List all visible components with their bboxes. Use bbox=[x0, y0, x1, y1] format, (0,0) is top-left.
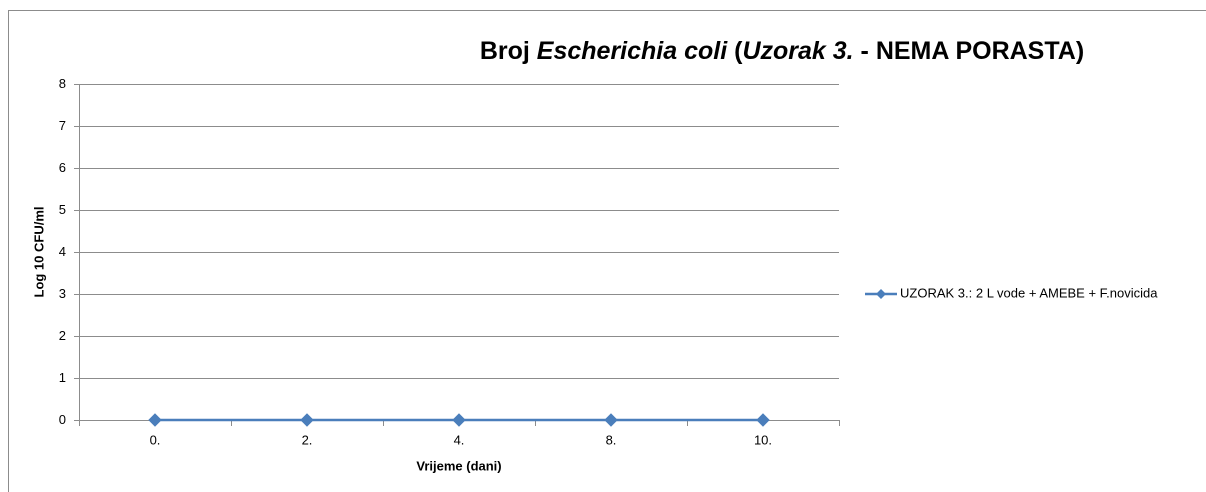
point-marker bbox=[148, 413, 162, 427]
title-part: Broj bbox=[480, 37, 537, 65]
y-tick-label: 0 bbox=[59, 412, 66, 427]
title-part: Escherichia coli bbox=[537, 37, 728, 65]
x-axis-label: Vrijeme (dani) bbox=[416, 458, 501, 473]
x-tick-label: 0. bbox=[150, 432, 161, 447]
y-tick-label: 7 bbox=[59, 118, 66, 133]
point-marker bbox=[604, 413, 618, 427]
y-tick-label: 2 bbox=[59, 328, 66, 343]
y-tick-label: 3 bbox=[59, 286, 66, 301]
x-tick-label: 10. bbox=[754, 432, 772, 447]
x-tick-label: 2. bbox=[302, 432, 313, 447]
y-axis-label: Log 10 CFU/ml bbox=[31, 206, 46, 297]
y-tick-label: 4 bbox=[59, 244, 66, 259]
title-part: - NEMA PORASTA) bbox=[854, 37, 1085, 65]
point-marker bbox=[756, 413, 770, 427]
legend-marker bbox=[876, 289, 886, 299]
x-tick-label: 4. bbox=[454, 432, 465, 447]
title-part: Uzorak 3. bbox=[742, 37, 853, 65]
y-tick-label: 5 bbox=[59, 202, 66, 217]
y-tick-label: 6 bbox=[59, 160, 66, 175]
point-marker bbox=[452, 413, 466, 427]
y-tick-label: 8 bbox=[59, 76, 66, 91]
legend-label: UZORAK 3.: 2 L vode + AMEBE + F.novicida bbox=[900, 285, 1158, 300]
x-tick-label: 8. bbox=[606, 432, 617, 447]
point-marker bbox=[300, 413, 314, 427]
chart-border bbox=[8, 10, 1206, 492]
chart-title: Broj Escherichia coli (Uzorak 3. - NEMA … bbox=[480, 37, 1084, 65]
y-tick-label: 1 bbox=[59, 370, 66, 385]
title-part: ( bbox=[727, 37, 743, 65]
